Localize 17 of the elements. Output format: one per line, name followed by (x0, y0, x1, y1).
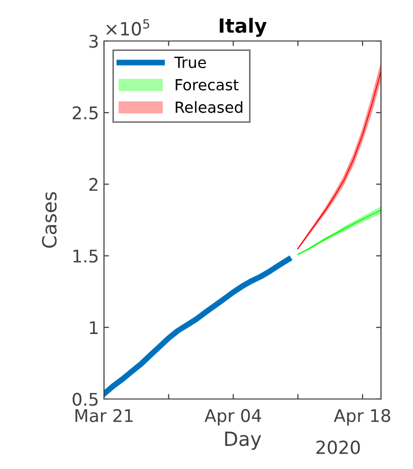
y-axis-title: Cases (42, 192, 57, 248)
chart-title: Italy (220, 18, 267, 37)
y-tick-label: 3 (89, 34, 98, 48)
x-tick-label: Mar 21 (76, 409, 133, 422)
x-tick-label: Apr 04 (204, 409, 262, 426)
legend-label: Forecast (176, 79, 239, 91)
x-axis-title: Day (225, 432, 262, 450)
text: ×10$^{5}$ (106, 19, 150, 36)
legend-label: Released (176, 101, 242, 113)
y-tick-label: 1 (90, 321, 98, 334)
y-tick-label: 0.5 (72, 392, 98, 406)
x-tick-label: Apr 18 (334, 409, 390, 426)
legend-label: True (174, 56, 206, 68)
y-tick-label: 2 (89, 178, 98, 191)
y-tick-label: 1.5 (73, 250, 98, 263)
y-tick-label: 2.5 (72, 106, 98, 120)
text: 2020 (316, 440, 360, 454)
